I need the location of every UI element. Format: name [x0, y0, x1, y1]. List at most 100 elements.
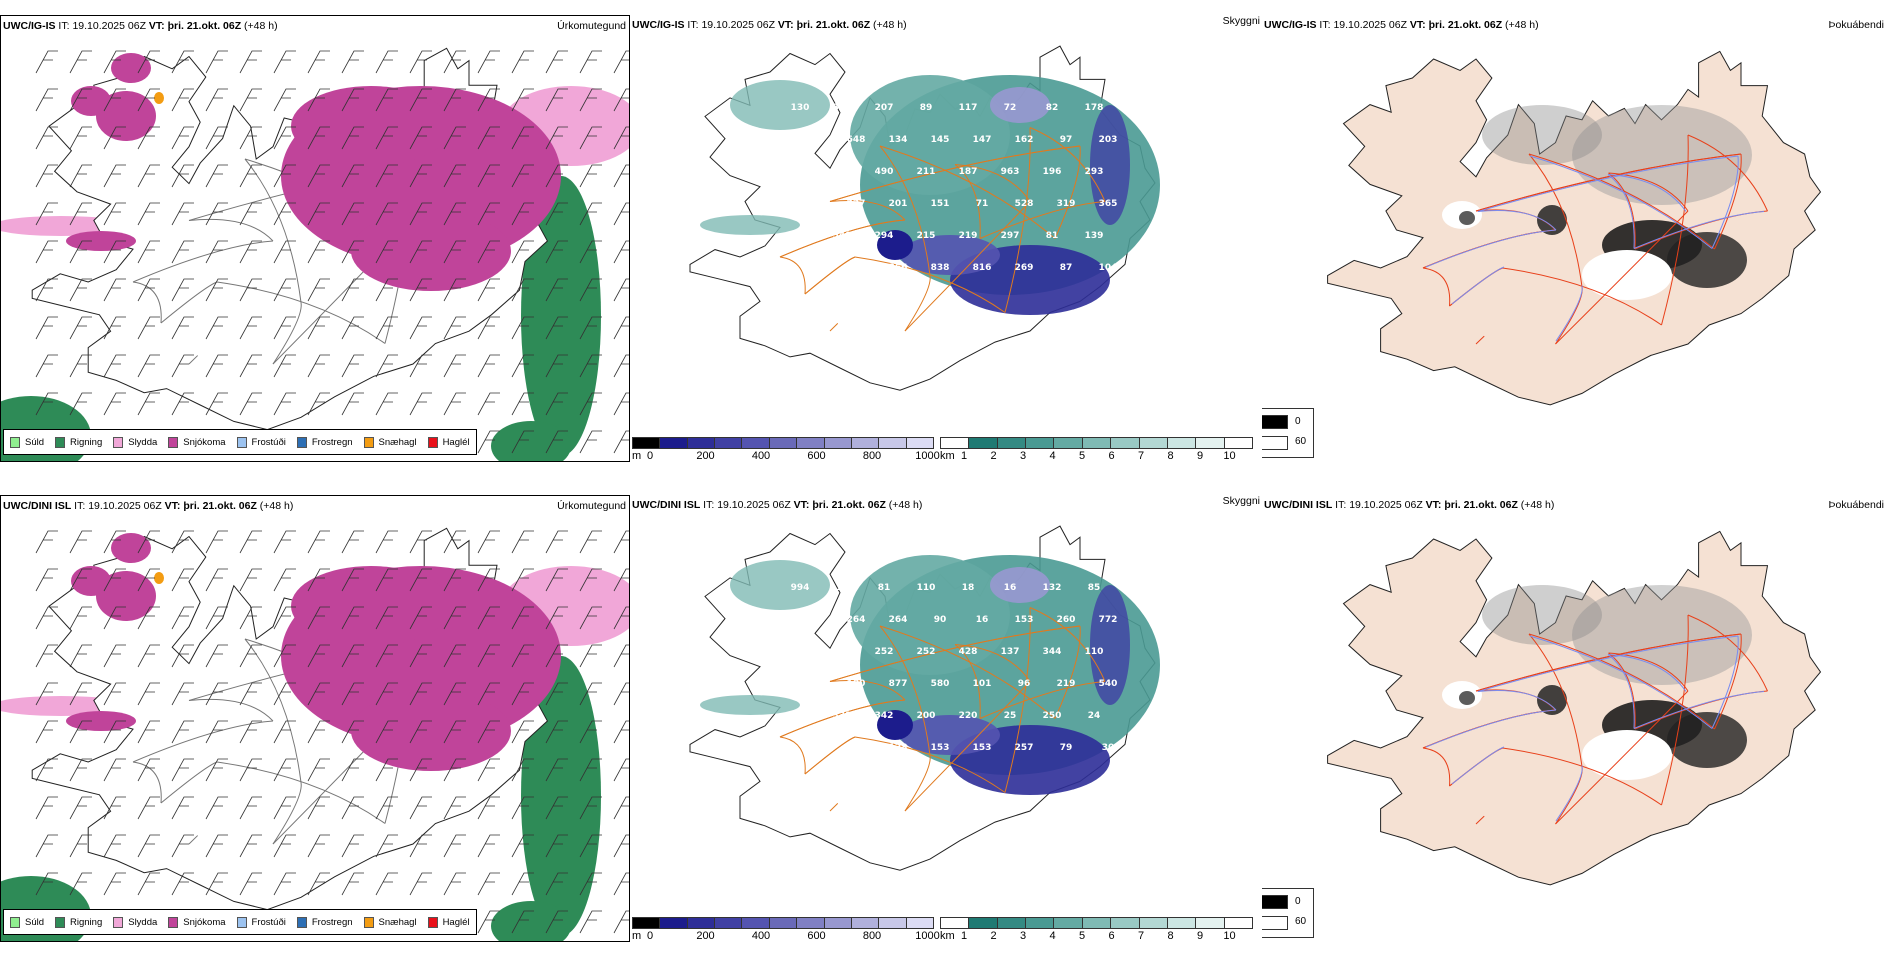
visibility-colorbar-bin	[1224, 918, 1252, 928]
visibility-value-label: 178	[1085, 103, 1104, 113]
visibility-colorbar-bin	[1026, 918, 1055, 928]
snow-area	[96, 571, 156, 621]
legend-item-rigning: Rigning	[55, 436, 102, 448]
elevation-colorbar-bin	[824, 918, 852, 928]
mountain-area	[990, 567, 1050, 603]
visibility-value-label: 134	[889, 135, 908, 145]
visibility-value-label: 96	[1018, 679, 1031, 689]
visibility-colorbar-bin	[1224, 438, 1252, 448]
visibility-colorbar-bin	[1167, 918, 1197, 928]
elevation-colorbar-bin	[687, 438, 716, 448]
panel-header: UWC/DINI ISL IT: 19.10.2025 06Z VT: þri.…	[632, 499, 922, 511]
legend-item-slydda: Slydda	[113, 436, 157, 448]
visibility-colorbar-bin	[1196, 438, 1225, 448]
elevation-colorbar	[632, 437, 934, 449]
fog-legend-label-1: 60	[1295, 436, 1307, 447]
visibility-value-label: 132	[1043, 583, 1062, 593]
visibility-value-label: 24	[1088, 711, 1101, 721]
elevation-colorbar-bin	[742, 918, 770, 928]
precip-type-map	[1, 527, 629, 941]
lead-time: (+48 h)	[888, 499, 923, 511]
precip-type-legend: Súld Rigning Slydda Snjókoma Frostúði Frostre…	[3, 429, 477, 455]
road-network	[779, 127, 1106, 332]
it-label: IT:	[687, 19, 699, 31]
it-value: 19.10.2025 06Z	[701, 19, 775, 31]
visibility-value-label: 153	[973, 743, 992, 753]
fog-legend-swatch-0	[1262, 415, 1288, 429]
field-title-precip-type: Úrkomutegund	[557, 20, 626, 32]
field-title-fog: Þokuábendi	[1828, 499, 1884, 511]
visibility-value-label: 264	[889, 615, 908, 625]
visibility-value-label: 117	[959, 103, 978, 113]
elevation-colorbar-bin	[879, 918, 907, 928]
snow-area	[351, 211, 511, 291]
visibility-tick: 7	[1137, 930, 1145, 942]
visibility-value-label: 110	[1085, 647, 1104, 657]
iceland-land	[1327, 50, 1822, 406]
legend-swatch	[113, 436, 124, 448]
lead-time: (+48 h)	[873, 19, 907, 31]
visibility-value-label: 81	[878, 583, 891, 593]
visibility-value-label: 877	[889, 679, 908, 689]
visibility-colorbar-bin	[1082, 918, 1112, 928]
visibility-value-label: 85	[1088, 583, 1101, 593]
it-label: IT:	[1319, 19, 1331, 31]
legend-swatch	[10, 436, 20, 448]
visibility-labels: 130 378 207 89 117 72 82 178 192 648 134 145 147 162 9…	[791, 103, 1118, 305]
panel-header: UWC/IG-IS IT: 19.10.2025 06Z VT: þri. 21…	[1264, 19, 1539, 31]
model-name: UWC/IG-IS	[3, 20, 56, 32]
fog-legend-label-1: 60	[1295, 916, 1307, 927]
visibility-value-label: 137	[1001, 647, 1020, 657]
visibility-tick: 4	[1049, 450, 1056, 462]
field-title-precip-type: Úrkomutegund	[557, 500, 626, 512]
visibility-colorbar-ticks: km 1 2 3 4 5 6 7 8 9 10	[940, 930, 1253, 944]
visibility-value-label: 257	[1015, 743, 1034, 753]
fog-indicator-high	[1459, 691, 1475, 705]
visibility-value-label: 180	[805, 615, 824, 625]
visibility-value-label: 72	[1004, 103, 1017, 113]
legend-swatch	[427, 436, 438, 448]
visibility-value-label: 297	[1001, 231, 1020, 241]
visibility-value-label: 331	[833, 711, 852, 721]
fog-legend-label-0: 0	[1295, 416, 1301, 427]
lead-time: (+48 h)	[244, 20, 278, 32]
precip-type-map	[1, 47, 629, 461]
elevation-tick: 0	[646, 930, 654, 942]
elevation-colorbar-bin	[851, 918, 880, 928]
fog-indicator-medium	[1572, 105, 1752, 205]
field-title-visibility: Skyggni	[1222, 495, 1260, 507]
visibility-value-label: 219	[1057, 679, 1076, 689]
visibility-value-label: 187	[959, 167, 978, 177]
visibility-value-label: 18	[962, 583, 975, 593]
lead-time: (+48 h)	[1505, 19, 1539, 31]
visibility-value-label: 100	[847, 679, 866, 689]
visibility-panel: UWC/DINI ISL IT: 19.10.2025 06Z VT: þri.…	[630, 495, 1262, 955]
visibility-value-label: 158	[805, 199, 824, 209]
legend-swatch	[168, 916, 179, 928]
model-name: UWC/DINI ISL	[632, 499, 701, 511]
visibility-colorbar-bin	[941, 438, 970, 448]
snow-area	[71, 86, 111, 116]
elevation-tick: 400	[751, 450, 771, 462]
elevation-colorbar-bin	[660, 918, 688, 928]
vt-value: þri. 21.okt. 06Z	[796, 19, 871, 31]
vt-label: VT:	[1409, 19, 1426, 31]
visibility-tick: 10	[1223, 450, 1236, 462]
elevation-colorbar-bin	[906, 918, 933, 928]
legend-swatch	[10, 916, 20, 928]
elevation-colorbar-bin	[660, 438, 688, 448]
fog-legend: 0 60	[1262, 888, 1314, 938]
model-name: UWC/IG-IS	[1264, 19, 1317, 31]
elevation-tick: 600	[807, 450, 826, 462]
visibility-colorbar-bin	[1139, 438, 1168, 448]
visibility-value-label: 202	[833, 647, 852, 657]
panel-header: UWC/IG-IS IT: 19.10.2025 06Z VT: þri. 21…	[3, 20, 278, 32]
snow-area	[66, 231, 136, 251]
visibility-tick: 5	[1078, 930, 1086, 942]
visibility-colorbar	[940, 917, 1253, 929]
visibility-colorbar-bin	[941, 918, 970, 928]
fog-legend-label-0: 0	[1295, 896, 1301, 907]
visibility-value-label: 528	[1015, 199, 1034, 209]
visibility-value-label: 81	[1046, 231, 1059, 241]
visibility-tick: 10	[1223, 930, 1236, 942]
